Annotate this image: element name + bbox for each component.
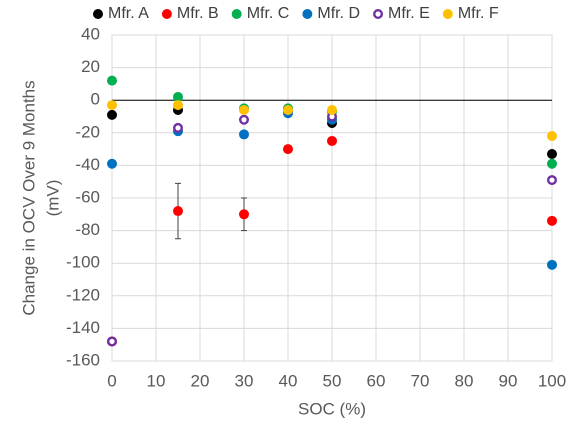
point	[327, 135, 337, 146]
y-tick-label: -160	[66, 350, 100, 369]
x-tick-label: 90	[499, 371, 518, 390]
point	[172, 122, 183, 133]
point	[173, 91, 183, 102]
x-tick-label: 30	[235, 371, 254, 390]
legend-label: Mfr. B	[177, 5, 219, 22]
x-axis-label: SOC (%)	[298, 399, 366, 418]
point	[239, 209, 249, 220]
legend-marker	[161, 9, 172, 19]
y-tick-label: -20	[75, 122, 100, 141]
legend-label: Mfr. C	[247, 5, 290, 22]
point	[238, 114, 249, 125]
y-tick-label: 40	[81, 24, 100, 43]
point	[283, 104, 293, 115]
y-axis-label: Change in OCV Over 9 Months	[19, 80, 38, 315]
y-tick-label: -140	[66, 318, 100, 337]
plot-border	[111, 34, 553, 362]
x-tick-label: 0	[107, 371, 116, 390]
y-tick-label: -40	[75, 155, 100, 174]
point	[547, 175, 558, 186]
legend-marker	[442, 9, 453, 19]
legend-marker	[231, 9, 242, 19]
x-tick-label: 40	[279, 371, 298, 390]
point	[283, 144, 293, 155]
legend-marker	[302, 9, 313, 19]
x-tick-label: 80	[455, 371, 474, 390]
legend-marker	[373, 8, 384, 19]
y-tick-label: -100	[66, 253, 100, 272]
x-tick-label: 20	[191, 371, 210, 390]
y-tick-label: -120	[66, 285, 100, 304]
x-tick-label: 50	[323, 371, 342, 390]
point	[107, 100, 117, 111]
point	[107, 158, 117, 169]
x-tick-label: 10	[147, 371, 166, 390]
y-tick-label: -60	[75, 187, 100, 206]
x-tick-label: 60	[367, 371, 386, 390]
point	[239, 129, 249, 140]
point	[547, 148, 557, 159]
legend-label: Mfr. E	[388, 5, 430, 22]
x-tick-label: 100	[538, 371, 566, 390]
legend-label: Mfr. D	[317, 5, 360, 22]
x-tick-label: 70	[411, 371, 430, 390]
y-axis-label: (mV)	[43, 180, 62, 217]
y-tick-label: -80	[75, 220, 100, 239]
legend-label: Mfr. A	[108, 5, 149, 22]
point	[106, 336, 117, 347]
point	[547, 259, 557, 270]
point	[547, 215, 557, 226]
point	[239, 104, 249, 115]
point	[547, 158, 557, 169]
y-tick-label: 0	[91, 90, 100, 109]
legend-marker	[93, 9, 103, 19]
point	[107, 109, 117, 120]
point	[173, 100, 183, 111]
point	[173, 206, 183, 217]
point	[547, 131, 557, 142]
point	[327, 104, 337, 115]
y-tick-label: 20	[81, 57, 100, 76]
point	[107, 75, 117, 86]
legend-label: Mfr. F	[458, 5, 499, 22]
